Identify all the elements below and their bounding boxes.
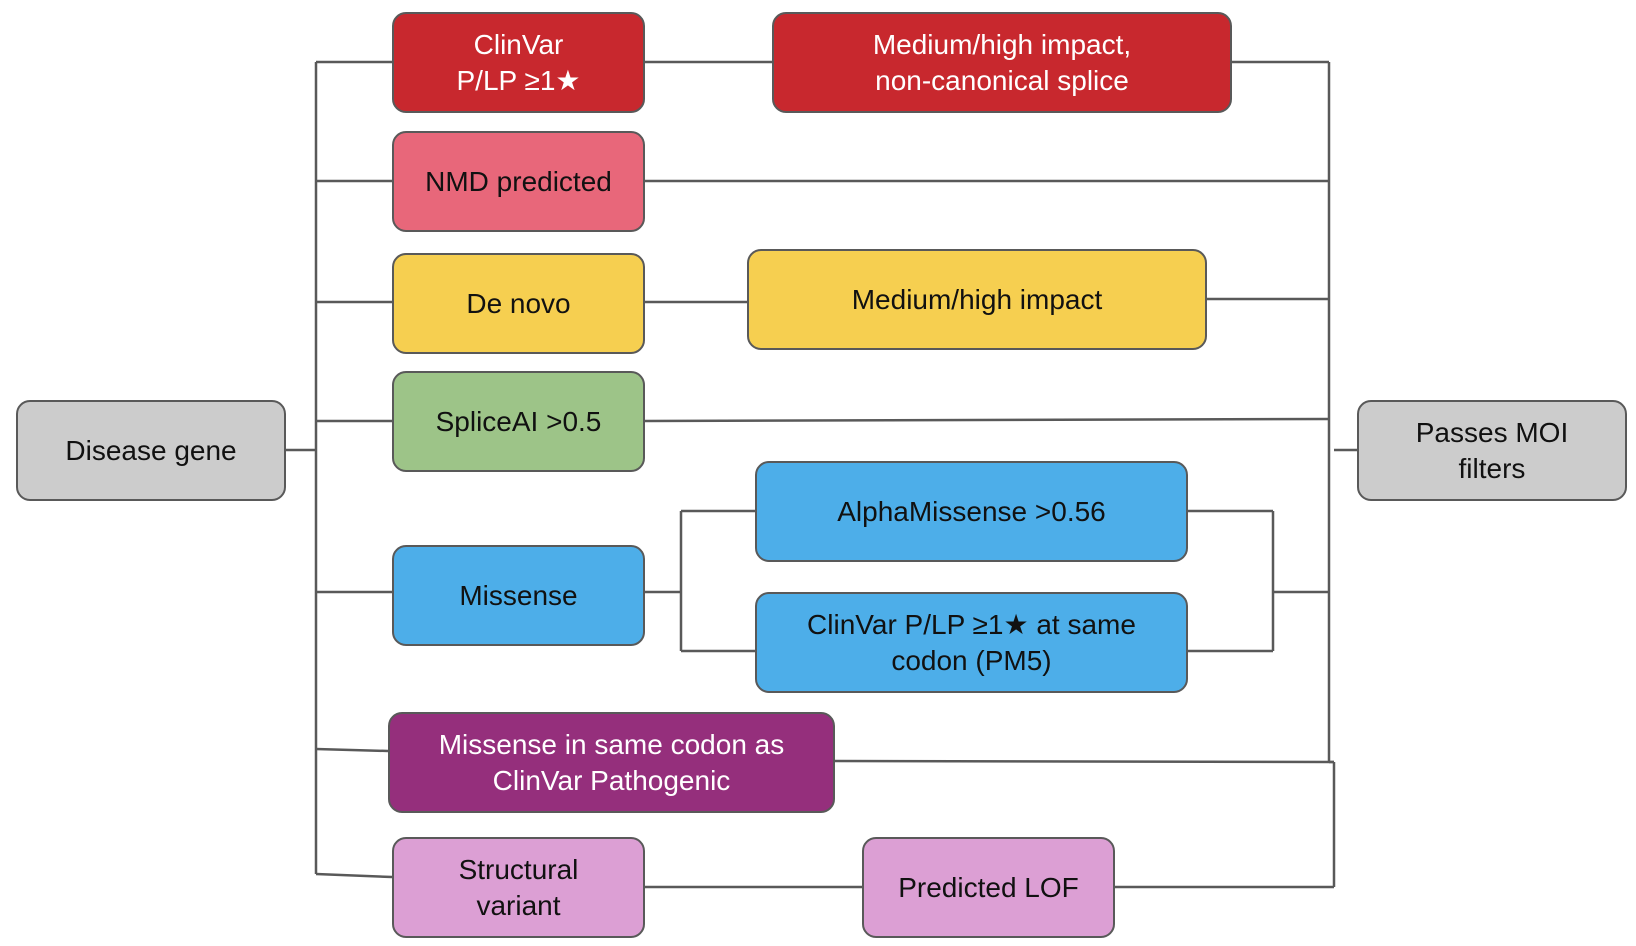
alphamissense-label: AlphaMissense >0.56 (837, 495, 1106, 527)
missense-label: Missense (459, 579, 578, 611)
predicted-lof-node: Predicted LOF (862, 837, 1115, 938)
nmd-predicted-node: NMD predicted (392, 131, 645, 232)
structural-variant-label: Structural variant (458, 853, 579, 921)
right-spliceai (644, 417, 1330, 423)
clinvar-pm5-node: ClinVar P/LP ≥1★ at same codon (PM5) (755, 592, 1188, 693)
clinvar-plp-label: ClinVar P/LP ≥1★ (456, 28, 581, 96)
missense-same-codon-label: Missense in same codon as ClinVar Pathog… (438, 728, 785, 796)
predicted-lof-label: Predicted LOF (898, 871, 1079, 903)
alphamissense-node: AlphaMissense >0.56 (755, 461, 1188, 562)
medium-high-impact-splice-node: Medium/high impact, non-canonical splice (772, 12, 1232, 113)
passes-moi-filters-node: Passes MOI filters (1357, 400, 1627, 501)
missense-same-codon-node: Missense in same codon as ClinVar Pathog… (388, 712, 835, 813)
nmd-predicted-label: NMD predicted (425, 165, 612, 197)
clinvar-plp-node: ClinVar P/LP ≥1★ (392, 12, 645, 113)
medium-high-impact-label: Medium/high impact (851, 283, 1103, 315)
spliceai-label: SpliceAI >0.5 (435, 405, 602, 437)
disease-gene-label: Disease gene (65, 434, 237, 466)
missense-node: Missense (392, 545, 645, 646)
right-missense-codon (834, 759, 1335, 764)
medium-high-impact-node: Medium/high impact (747, 249, 1207, 350)
branch-missense-codon (315, 747, 389, 753)
de-novo-label: De novo (466, 287, 571, 319)
passes-moi-filters-label: Passes MOI filters (1415, 416, 1569, 484)
spliceai-node: SpliceAI >0.5 (392, 371, 645, 472)
de-novo-node: De novo (392, 253, 645, 354)
branch-sv (315, 872, 393, 879)
structural-variant-node: Structural variant (392, 837, 645, 938)
disease-gene-node: Disease gene (16, 400, 286, 501)
medium-high-impact-splice-label: Medium/high impact, non-canonical splice (872, 28, 1132, 96)
clinvar-pm5-label: ClinVar P/LP ≥1★ at same codon (PM5) (807, 608, 1136, 676)
